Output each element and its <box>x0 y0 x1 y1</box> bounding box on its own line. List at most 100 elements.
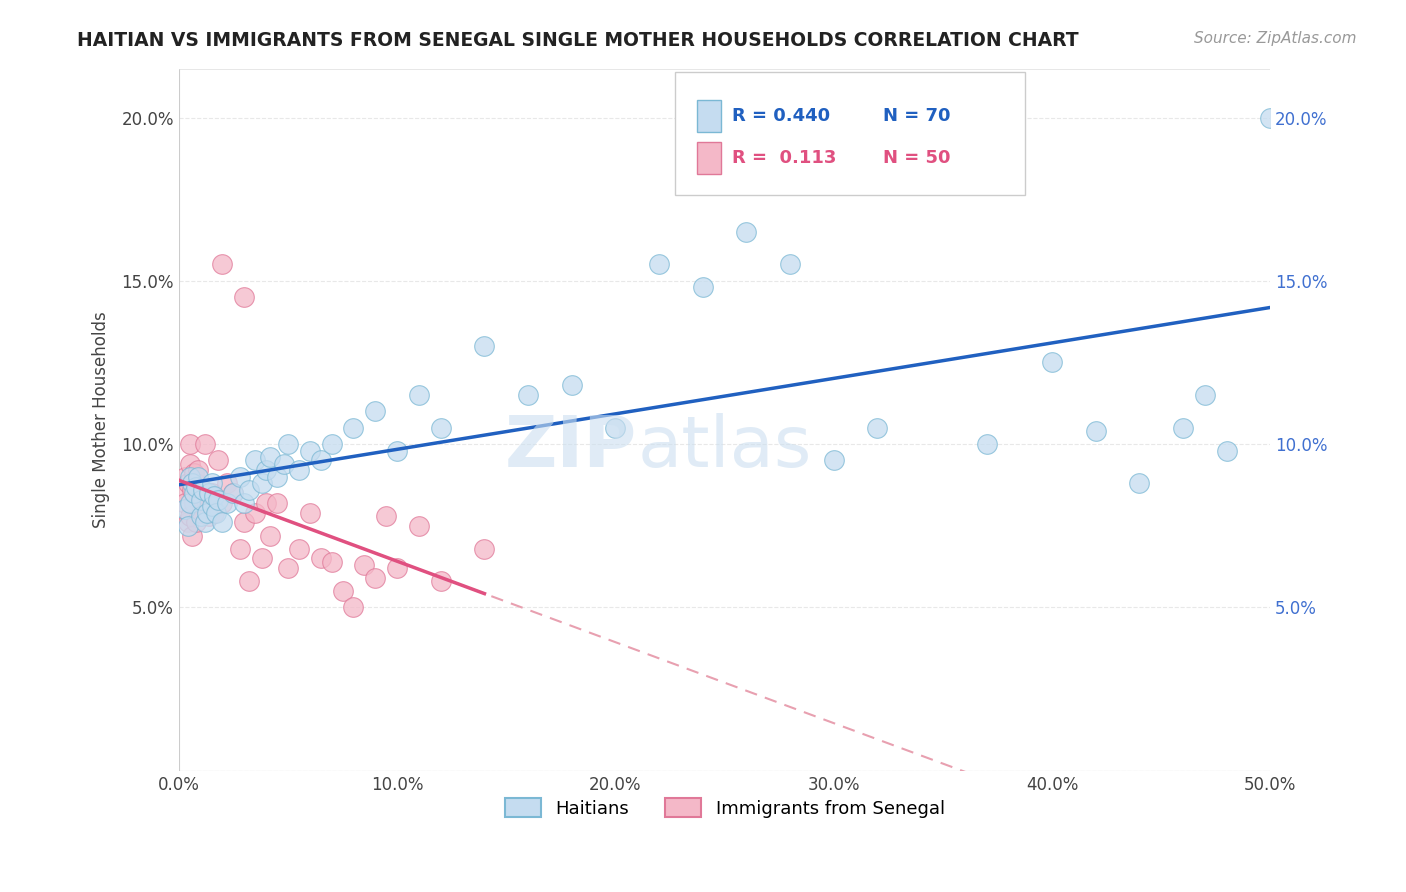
Point <box>191 483 214 497</box>
Text: N = 70: N = 70 <box>883 106 950 125</box>
Point <box>385 443 408 458</box>
Text: R =  0.113: R = 0.113 <box>733 149 837 167</box>
Point <box>332 584 354 599</box>
Point <box>174 496 197 510</box>
Point <box>211 496 233 510</box>
Point <box>250 476 273 491</box>
Point <box>823 453 845 467</box>
Point <box>474 339 496 353</box>
Point <box>364 404 387 418</box>
Point <box>408 518 430 533</box>
FancyBboxPatch shape <box>697 100 721 132</box>
Point <box>200 486 222 500</box>
Text: Source: ZipAtlas.com: Source: ZipAtlas.com <box>1194 31 1357 46</box>
Point <box>207 492 229 507</box>
Point <box>648 257 671 271</box>
Point <box>259 528 281 542</box>
Point <box>245 453 267 467</box>
Point <box>179 469 201 483</box>
Point <box>186 479 208 493</box>
Point <box>353 558 375 572</box>
Point <box>176 476 198 491</box>
Text: atlas: atlas <box>637 413 811 483</box>
Point <box>277 437 299 451</box>
Point <box>194 437 217 451</box>
Point <box>375 508 398 523</box>
Legend: Haitians, Immigrants from Senegal: Haitians, Immigrants from Senegal <box>498 791 952 825</box>
Point <box>288 541 311 556</box>
Point <box>229 541 252 556</box>
Point <box>190 508 212 523</box>
Point <box>202 489 225 503</box>
Text: ZIP: ZIP <box>505 413 637 483</box>
Point <box>385 561 408 575</box>
Point <box>266 496 288 510</box>
Point <box>932 117 955 131</box>
Point <box>298 443 321 458</box>
FancyBboxPatch shape <box>675 72 1025 195</box>
Point <box>517 388 540 402</box>
Point <box>180 483 202 497</box>
Text: HAITIAN VS IMMIGRANTS FROM SENEGAL SINGLE MOTHER HOUSEHOLDS CORRELATION CHART: HAITIAN VS IMMIGRANTS FROM SENEGAL SINGL… <box>77 31 1078 50</box>
Point <box>288 463 311 477</box>
Point <box>186 516 208 530</box>
Point <box>277 561 299 575</box>
Point <box>194 516 217 530</box>
Point <box>233 496 256 510</box>
Point <box>187 486 209 500</box>
Point <box>1128 476 1150 491</box>
Point <box>180 528 202 542</box>
Point <box>183 486 205 500</box>
Point <box>309 551 332 566</box>
Point <box>174 469 197 483</box>
Point <box>321 437 343 451</box>
Point <box>215 476 238 491</box>
Point <box>266 469 288 483</box>
Text: N = 50: N = 50 <box>883 149 950 167</box>
Point <box>195 506 218 520</box>
Point <box>187 469 209 483</box>
Point <box>561 378 583 392</box>
Point <box>179 508 201 523</box>
Point <box>215 496 238 510</box>
Text: R = 0.440: R = 0.440 <box>733 106 831 125</box>
Point <box>176 516 198 530</box>
Point <box>245 506 267 520</box>
Point <box>692 280 714 294</box>
Point <box>429 574 451 589</box>
Point <box>186 476 208 491</box>
Point <box>779 257 801 271</box>
Point <box>474 541 496 556</box>
Point <box>190 506 212 520</box>
Point <box>735 225 758 239</box>
Point <box>364 571 387 585</box>
Point <box>202 506 225 520</box>
Point <box>190 483 212 497</box>
Point <box>1040 355 1063 369</box>
Point <box>176 518 198 533</box>
Point <box>238 574 260 589</box>
Point <box>172 486 194 500</box>
Point <box>180 476 202 491</box>
Point <box>229 469 252 483</box>
Point <box>183 467 205 481</box>
Point <box>179 437 201 451</box>
Point <box>429 421 451 435</box>
Point <box>200 476 222 491</box>
Point <box>408 388 430 402</box>
Point <box>1171 421 1194 435</box>
Point <box>342 421 364 435</box>
Point <box>205 506 228 520</box>
Point <box>200 499 222 513</box>
Point <box>866 421 889 435</box>
Point <box>1260 111 1282 125</box>
Point <box>187 463 209 477</box>
FancyBboxPatch shape <box>697 142 721 174</box>
Point <box>222 486 245 500</box>
Point <box>273 457 295 471</box>
Point <box>191 492 214 507</box>
Point <box>183 496 205 510</box>
Point <box>238 483 260 497</box>
Point <box>342 600 364 615</box>
Y-axis label: Single Mother Households: Single Mother Households <box>93 311 110 528</box>
